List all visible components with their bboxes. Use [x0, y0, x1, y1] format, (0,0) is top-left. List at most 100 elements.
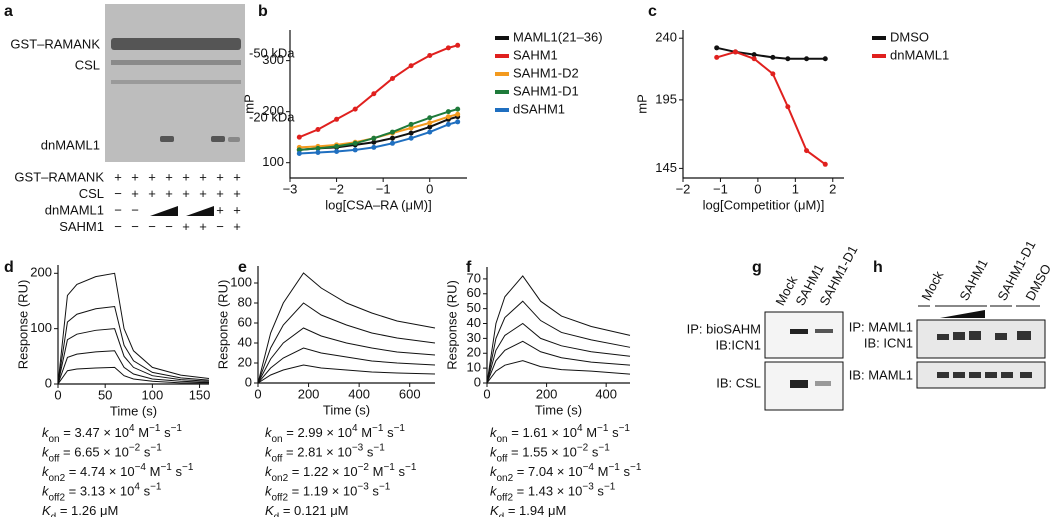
blot-label: IP: MAML1 — [849, 319, 913, 334]
point — [371, 144, 377, 150]
wedge — [150, 206, 178, 216]
axis — [289, 30, 467, 179]
y-tick-label: 40 — [238, 334, 252, 349]
kinetic-part: = 1.61 × 10 — [508, 425, 577, 440]
legend-label: SAHM1 — [513, 47, 558, 62]
point — [334, 148, 340, 154]
sign: + — [131, 169, 139, 184]
point — [445, 114, 451, 120]
kinetic-part: off2 — [497, 493, 514, 504]
kinetic-part: on — [497, 434, 508, 445]
point — [804, 56, 810, 62]
kinetic-line: kon2 = 4.74 × 10−4 M−1 s−1 — [42, 462, 194, 484]
kinetic-part: s — [172, 464, 183, 479]
sign: + — [233, 186, 241, 201]
x-tick-label: 400 — [348, 386, 370, 401]
sign: + — [199, 219, 207, 234]
lane-label: Mock — [918, 268, 946, 303]
kinetic-part: = 2.81 × 10 — [282, 445, 351, 460]
sign: + — [165, 169, 173, 184]
kinetic-part: −1 — [182, 462, 194, 473]
point — [455, 42, 461, 48]
y-tick-label: 200 — [30, 265, 52, 280]
panel-letter: e — [238, 259, 247, 276]
point — [389, 135, 395, 141]
kinetic-line: kon = 3.47 × 104 M−1 s−1 — [42, 423, 182, 445]
y-axis-label: Response (RU) — [15, 280, 30, 370]
y-tick-label: 0 — [45, 375, 52, 390]
point — [751, 52, 757, 58]
point — [751, 56, 757, 62]
legend-label: MAML1(21–36) — [513, 29, 603, 44]
x-tick-label: 150 — [189, 387, 211, 402]
y-tick-label: 80 — [238, 294, 252, 309]
x-tick-label: −3 — [283, 181, 298, 196]
kinetic-part: M — [594, 464, 608, 479]
kinetic-part: M — [146, 464, 160, 479]
kinetic-part: 4 — [129, 423, 135, 434]
y-tick-label: 200 — [262, 103, 284, 118]
panel-letter: h — [873, 259, 883, 276]
sign: + — [199, 169, 207, 184]
row-label: SAHM1 — [59, 219, 104, 234]
sign: + — [199, 186, 207, 201]
point — [315, 127, 321, 133]
series-line — [57, 328, 210, 385]
blot-label: IB: MAML1 — [849, 367, 913, 382]
kinetic-part: s — [588, 445, 599, 460]
gel-label: dnMAML1 — [41, 137, 100, 152]
panel-letter: a — [4, 3, 13, 20]
panel-letter: f — [466, 259, 472, 276]
band — [815, 329, 833, 333]
x-tick-label: −1 — [376, 181, 391, 196]
sign: − — [114, 202, 122, 217]
blot — [764, 311, 844, 359]
kinetic-part: s — [395, 464, 406, 479]
series-line — [298, 44, 458, 139]
kinetic-part: k — [265, 464, 273, 479]
kinetic-part: −1 — [619, 423, 631, 434]
sign: − — [114, 219, 122, 234]
lane-label: SAHM1 — [956, 256, 990, 303]
sign: + — [131, 186, 139, 201]
row-label: dnMAML1 — [45, 202, 104, 217]
kinetic-part: = 1.22 × 10 — [288, 464, 357, 479]
kinetic-part: −1 — [373, 443, 385, 454]
kinetic-line: Kd = 1.26 μM — [42, 503, 118, 517]
kinetic-part: k — [265, 425, 273, 440]
kinetic-part: = 0.121 μM — [279, 503, 348, 517]
point — [371, 139, 377, 145]
kinetic-part: −3 — [357, 482, 369, 493]
y-tick-label: 0 — [245, 374, 252, 389]
y-tick-label: 145 — [655, 160, 677, 175]
legend-label: SAHM1-D2 — [513, 65, 579, 80]
kinetic-part: k — [490, 425, 498, 440]
y-axis-label: mP — [241, 94, 256, 114]
y-tick-label: 195 — [655, 91, 677, 106]
x-tick-label: 200 — [536, 386, 558, 401]
legend-label: dSAHM1 — [513, 101, 565, 116]
blot-label: IB: ICN1 — [864, 335, 913, 350]
point — [822, 56, 828, 62]
y-tick-label: 240 — [655, 30, 677, 45]
sign: − — [131, 219, 139, 234]
kinetic-part: k — [42, 445, 50, 460]
series-line — [257, 347, 436, 384]
kinetic-part: K — [42, 503, 52, 517]
kinetic-part: −1 — [597, 423, 609, 434]
kinetic-part: on2 — [272, 473, 289, 484]
band — [790, 380, 808, 388]
point — [315, 145, 321, 151]
y-tick-label: 60 — [467, 285, 481, 300]
series-line — [257, 302, 436, 384]
y-axis-label: Response (RU) — [215, 280, 230, 370]
x-axis-label: Time (s) — [110, 403, 157, 418]
x-tick-label: 2 — [829, 181, 836, 196]
sign: − — [165, 219, 173, 234]
kinetic-part: k — [42, 464, 50, 479]
x-tick-label: 0 — [754, 181, 761, 196]
point — [427, 120, 433, 126]
point — [822, 161, 828, 167]
kinetic-part: −2 — [577, 443, 589, 454]
kinetic-part: d — [499, 512, 505, 517]
